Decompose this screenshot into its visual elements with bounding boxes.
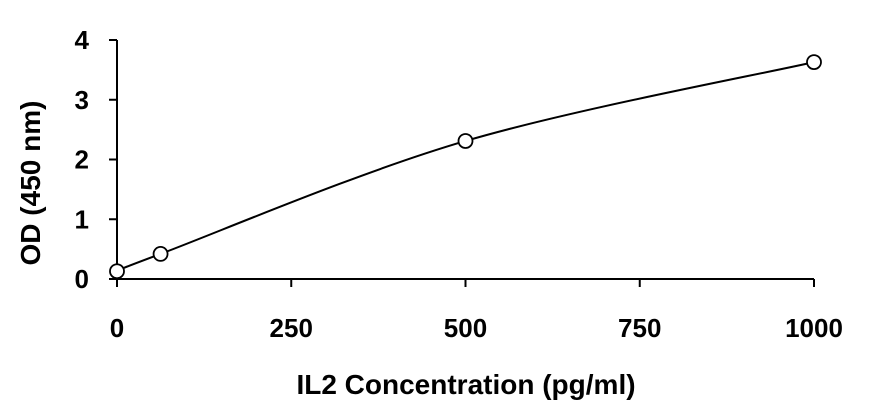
axes [116,40,814,280]
data-point [152,246,169,262]
x-tick-label: 1000 [785,313,843,343]
y-tick-label: 1 [75,204,89,234]
y-tick-label: 3 [75,85,89,115]
plot-area [109,54,822,280]
x-axis-title: IL2 Concentration (pg/ml) [296,369,635,400]
data-point [806,54,822,71]
y-tick-label: 4 [75,25,90,55]
data-point [109,263,125,280]
data-point [457,133,474,149]
x-axis-ticks: 0 250 500 750 1000 [110,279,843,343]
y-tick-label: 0 [75,264,89,294]
fit-curve [116,61,815,273]
x-tick-label: 500 [444,313,487,343]
y-axis-ticks: 0 1 2 3 4 [75,25,117,294]
y-tick-label: 2 [75,145,89,175]
x-tick-label: 250 [270,313,313,343]
x-tick-label: 0 [110,313,124,343]
y-axis-title: OD (450 nm) [15,101,46,266]
x-tick-label: 750 [618,313,661,343]
